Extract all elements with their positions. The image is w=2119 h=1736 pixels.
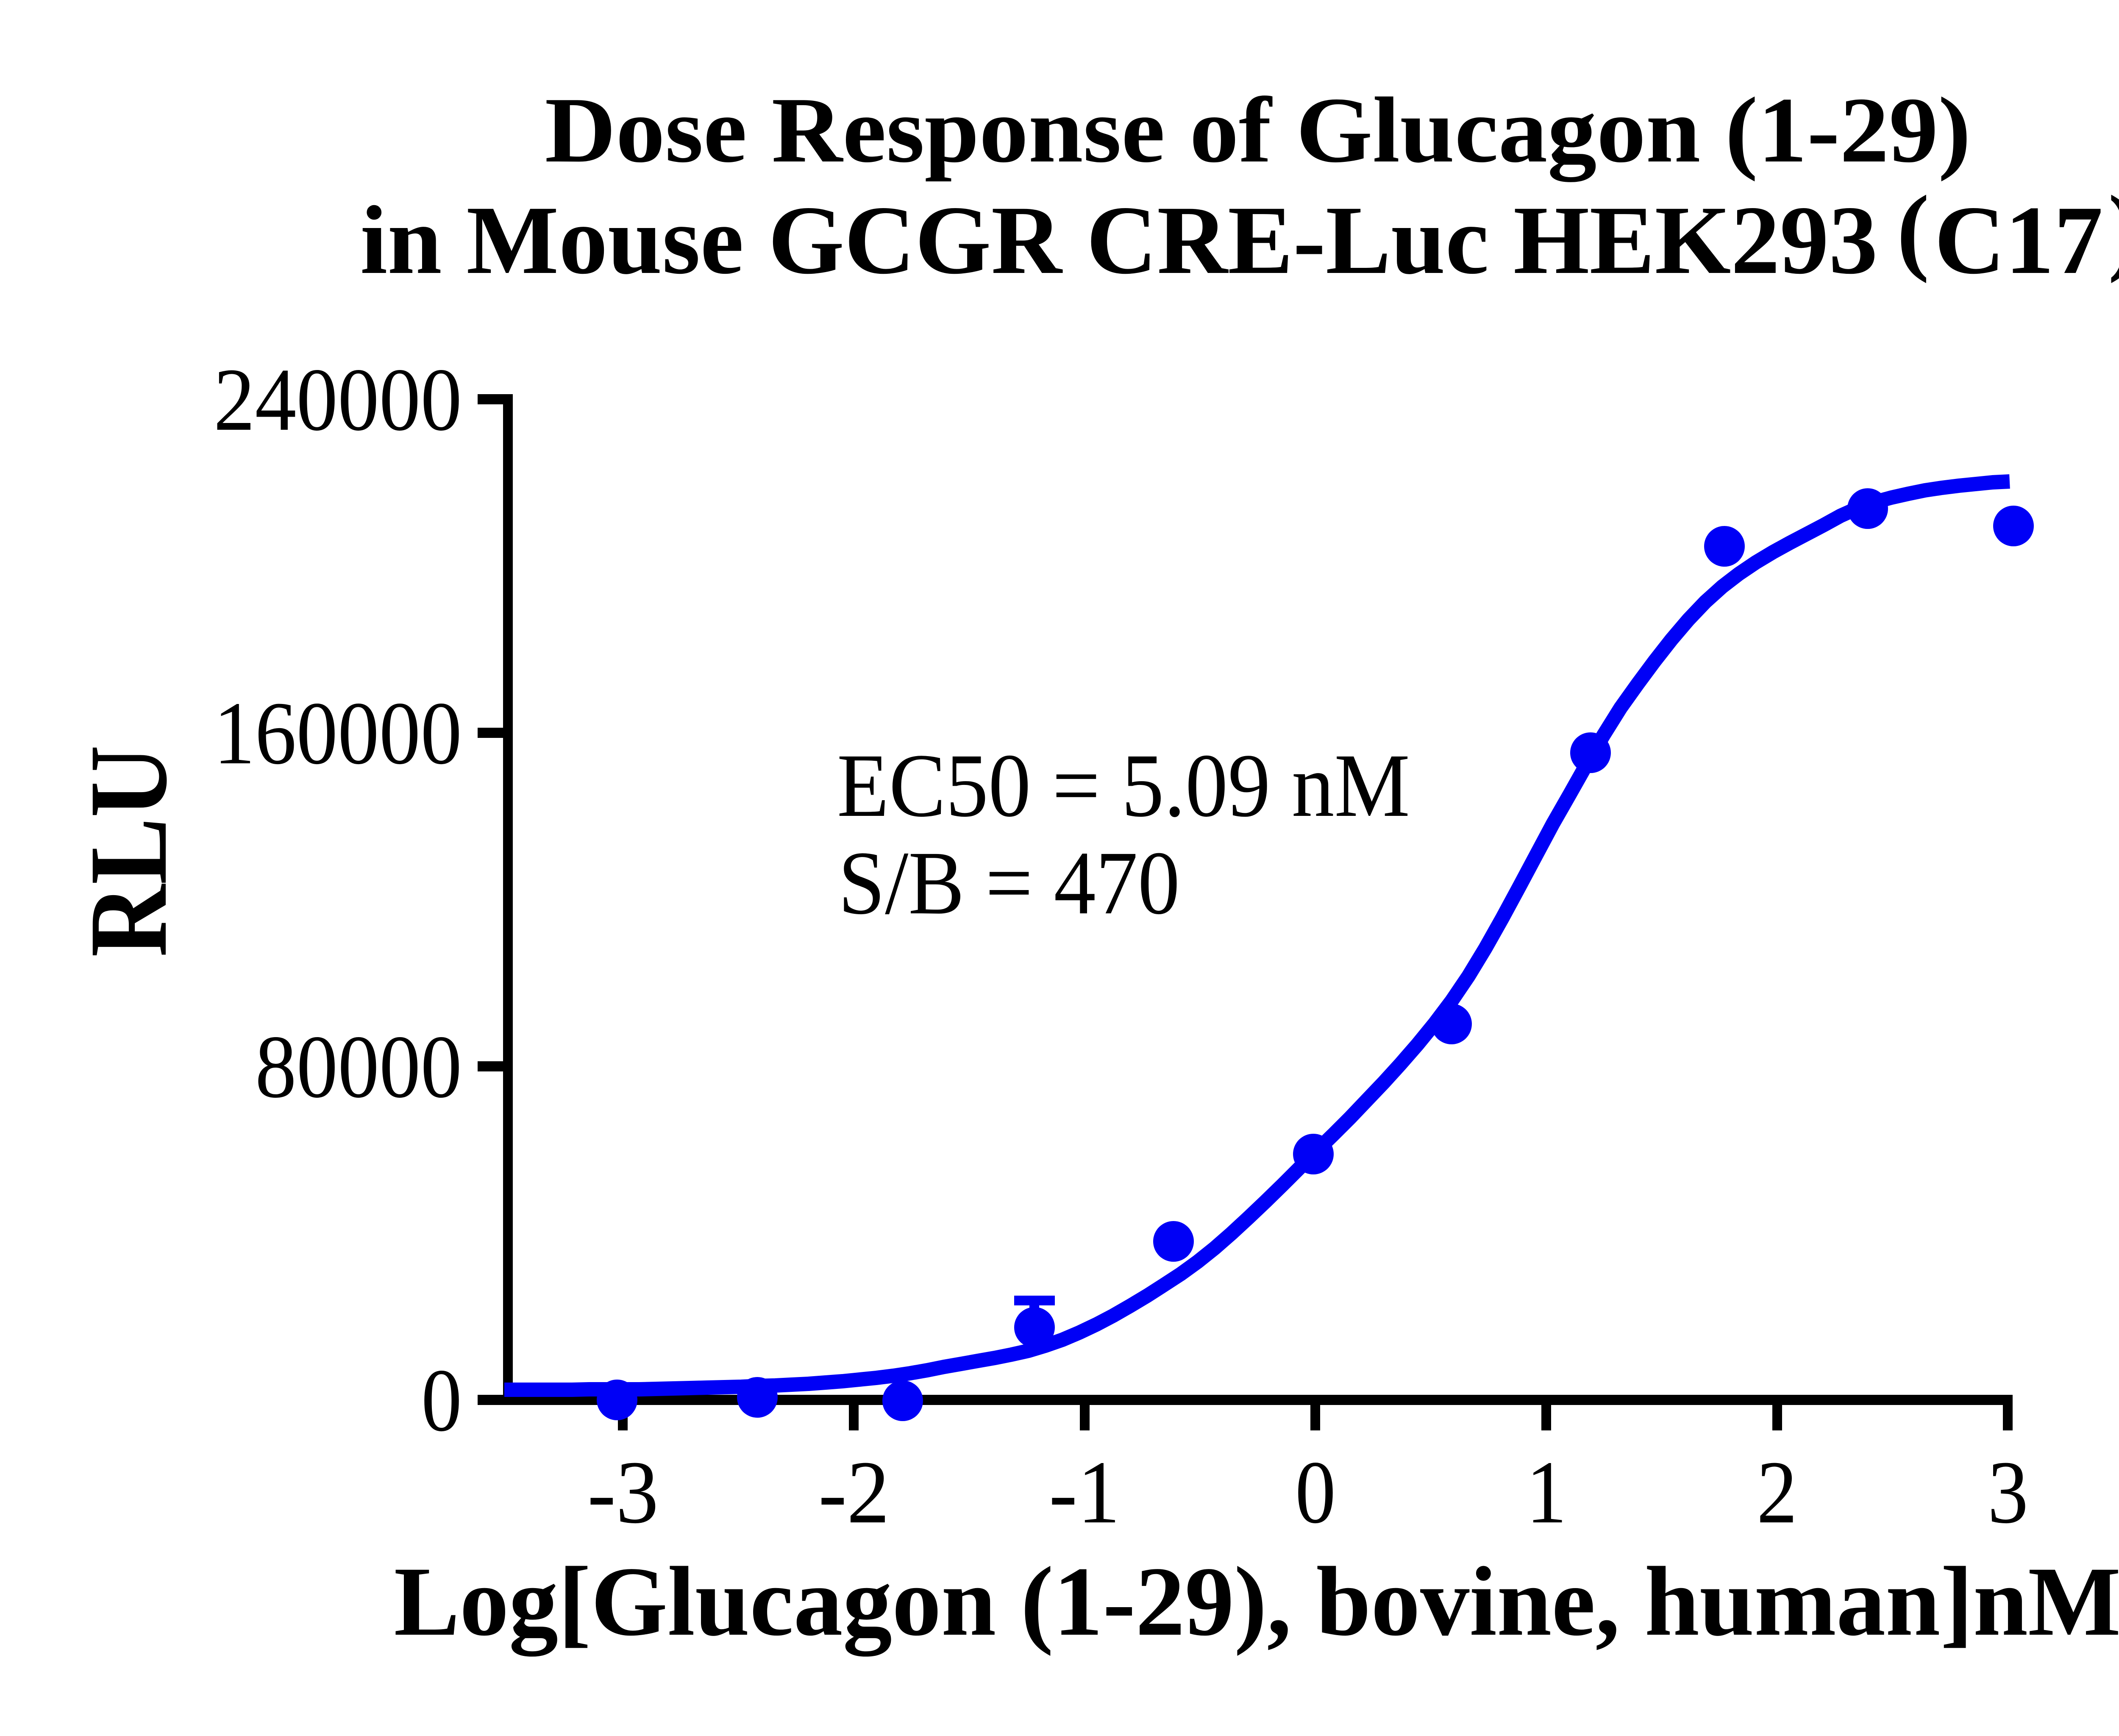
svg-text:160000: 160000 <box>214 683 462 783</box>
svg-text:Log[Glucagon (1-29), bovine, h: Log[Glucagon (1-29), bovine, human]nM <box>394 1546 2119 1657</box>
svg-text:0: 0 <box>1295 1442 1336 1542</box>
svg-text:3: 3 <box>1988 1442 2028 1542</box>
svg-text:RLU: RLU <box>67 745 190 957</box>
svg-text:in Mouse GCGR CRE-Luc HEK293(C: in Mouse GCGR CRE-Luc HEK293(C17) <box>360 175 2119 294</box>
svg-text:80000: 80000 <box>255 1017 462 1116</box>
svg-text:-2: -2 <box>818 1442 890 1542</box>
svg-text:-3: -3 <box>587 1442 659 1542</box>
svg-text:-1: -1 <box>1049 1442 1120 1542</box>
svg-text:EC50 = 5.09 nM: EC50 = 5.09 nM <box>837 735 1410 836</box>
svg-text:1: 1 <box>1526 1442 1567 1542</box>
svg-text:2: 2 <box>1757 1442 1797 1542</box>
svg-text:0: 0 <box>421 1350 462 1450</box>
svg-text:240000: 240000 <box>214 350 462 449</box>
svg-text:S/B = 470: S/B = 470 <box>838 833 1180 933</box>
svg-text:Dose Response of Glucagon (1-2: Dose Response of Glucagon (1-29) <box>545 78 1971 182</box>
